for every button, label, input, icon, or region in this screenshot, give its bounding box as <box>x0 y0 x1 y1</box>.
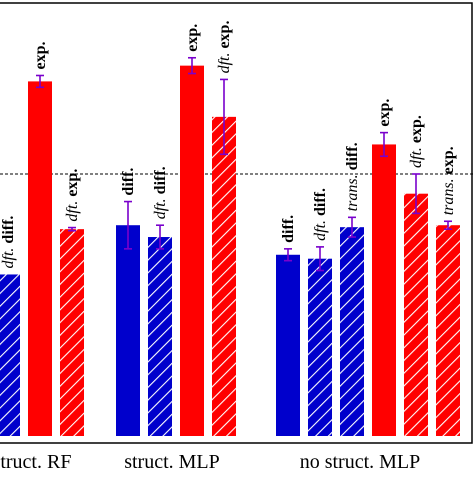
bar-2-3 <box>180 65 204 436</box>
bar-3-6 <box>436 225 460 436</box>
group-label-2: struct. MLP <box>124 451 220 473</box>
plot-frame <box>0 2 473 444</box>
error-bar-2-3 <box>188 56 196 75</box>
bar-label-3-5: dft. exp. <box>408 115 425 168</box>
bar-label-3-2: dft. diff. <box>312 188 329 241</box>
bar-2-2 <box>148 237 172 436</box>
plot-area: dft. diff. exp. dft. exp. diff. dft. diff. ex… <box>0 2 474 444</box>
error-bar-3-6 <box>444 220 452 230</box>
group-label-1: struct. RF <box>0 451 71 473</box>
bar-label-1-3: dft. exp. <box>64 169 81 222</box>
group-label-3: no struct. MLP <box>300 451 421 473</box>
bar-label-3-3: trans. diff. <box>344 142 361 211</box>
bar-3-4 <box>372 144 396 436</box>
bar-label-2-3: exp. <box>184 24 201 52</box>
bar-2-1 <box>116 225 140 436</box>
bar-3-2 <box>308 258 332 436</box>
bar-3-1 <box>276 254 300 436</box>
error-bar-2-2 <box>156 224 164 250</box>
error-bar-1-3 <box>68 226 76 232</box>
bar-label-3-1: diff. <box>280 215 297 243</box>
bar-label-1-1: dft. diff. <box>0 216 17 269</box>
bar-label-2-1: diff. <box>120 168 137 196</box>
bar-label-2-4: dft. exp. <box>216 21 233 74</box>
error-bar-3-2 <box>316 246 324 272</box>
error-bar-2-4 <box>220 78 228 156</box>
bar-3-5 <box>404 193 428 436</box>
bar-label-3-4: exp. <box>376 99 393 127</box>
bar-3-3 <box>340 227 364 436</box>
bar-2-4 <box>212 116 236 437</box>
group-labels: struct. RF struct. MLP no struct. MLP <box>0 451 420 473</box>
bar-1-2 <box>28 81 52 437</box>
error-bar-3-5 <box>412 173 420 215</box>
error-bar-3-1 <box>284 248 292 262</box>
error-bar-1-2 <box>36 74 44 89</box>
error-bar-2-1 <box>124 200 132 250</box>
error-bar-3-4 <box>380 131 388 158</box>
bar-1-1 <box>0 274 20 436</box>
error-bar-3-3 <box>348 216 356 238</box>
bar-label-3-6: trans. exp. <box>440 146 457 215</box>
bar-label-2-2: dft. diff. <box>152 166 169 219</box>
bar-1-3 <box>60 229 84 436</box>
bar-label-1-2: exp. <box>32 41 49 69</box>
